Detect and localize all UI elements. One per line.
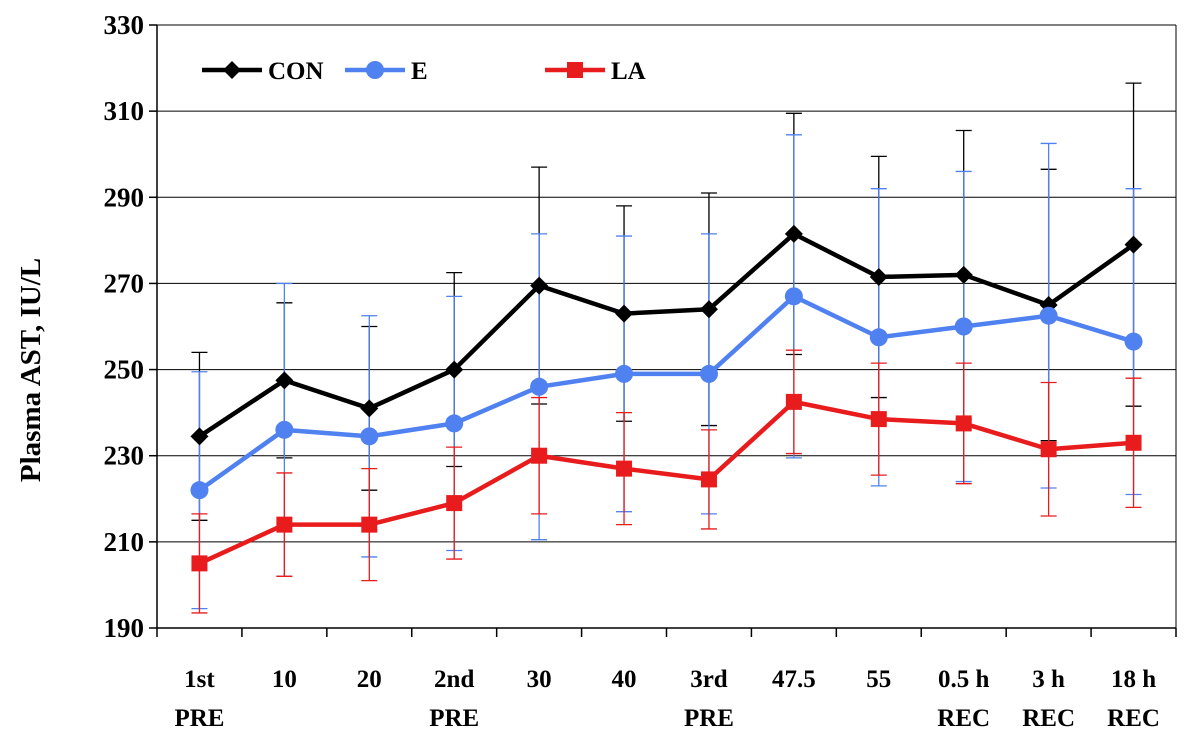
point-CON-0 <box>190 427 209 446</box>
series-line-E <box>198 294 1135 493</box>
x-tick-label-11-1: REC <box>1107 705 1160 732</box>
legend-label-LA: LA <box>611 58 646 85</box>
point-CON-2 <box>360 399 379 418</box>
point-E-11 <box>1124 332 1143 351</box>
x-tick-label-7-0: 47.5 <box>772 666 816 693</box>
x-tick-label-11-0: 18 h <box>1111 666 1156 693</box>
y-tick-label-330: 330 <box>104 10 145 40</box>
point-CON-1 <box>275 371 294 390</box>
legend-marker-LA <box>567 62 583 78</box>
legend-marker-CON <box>223 61 241 79</box>
legend-label-CON: CON <box>268 58 324 85</box>
x-tick-label-0-0: 1st <box>184 666 215 693</box>
point-E-1 <box>275 420 294 439</box>
point-CON-3 <box>445 360 464 379</box>
point-LA-7 <box>785 393 802 410</box>
point-E-3 <box>445 414 464 433</box>
gridlines <box>157 24 1176 543</box>
point-E-7 <box>784 287 803 306</box>
x-tick-labels: 1st PRE 10 20 2nd PRE 30 40 3rd PRE 47.5 55 0.5 h REC… <box>174 666 1159 732</box>
point-LA-2 <box>361 516 378 533</box>
point-CON-4 <box>530 276 549 295</box>
legend-marker-E <box>366 61 384 79</box>
point-LA-8 <box>870 411 887 428</box>
point-CON-8 <box>869 267 888 286</box>
x-tick-label-10-1: REC <box>1022 705 1075 732</box>
y-tick-label-250: 250 <box>104 355 145 385</box>
series-line-LA <box>198 399 1134 566</box>
axes <box>149 24 1177 637</box>
series-lines <box>198 231 1135 566</box>
point-E-6 <box>699 364 718 383</box>
series-markers <box>190 224 1143 572</box>
point-LA-6 <box>700 471 717 488</box>
x-tick-label-5-0: 40 <box>612 666 637 693</box>
y-tick-label-190: 190 <box>104 613 145 643</box>
point-CON-5 <box>615 304 634 323</box>
series-line-CON <box>198 231 1135 439</box>
error-bars <box>191 82 1142 614</box>
y-tick-labels: 190 210 230 250 270 290 310 330 <box>104 10 145 643</box>
point-CON-11 <box>1124 235 1143 254</box>
point-LA-11 <box>1125 434 1142 451</box>
x-tick-label-9-0: 0.5 h <box>938 666 990 693</box>
x-tick-label-6-0: 3rd <box>690 666 728 693</box>
x-tick-label-3-0: 2nd <box>434 666 474 693</box>
x-tick-label-0-1: PRE <box>174 705 224 732</box>
point-E-4 <box>530 377 549 396</box>
y-tick-label-310: 310 <box>104 96 145 126</box>
point-CON-7 <box>784 224 803 243</box>
point-E-0 <box>190 481 209 500</box>
x-tick-label-1-0: 10 <box>272 666 297 693</box>
legend: CON E LA <box>202 58 646 85</box>
y-tick-label-210: 210 <box>104 527 145 557</box>
point-E-2 <box>360 427 379 446</box>
y-tick-label-290: 290 <box>104 182 145 212</box>
x-tick-label-4-0: 30 <box>527 666 552 693</box>
point-LA-9 <box>955 415 972 432</box>
legend-label-E: E <box>411 58 428 85</box>
point-E-9 <box>954 317 973 336</box>
x-tick-label-3-1: PRE <box>429 705 479 732</box>
point-LA-4 <box>531 447 548 464</box>
y-tick-label-270: 270 <box>104 268 145 298</box>
point-CON-9 <box>954 265 973 284</box>
x-tick-label-6-1: PRE <box>684 705 734 732</box>
point-E-8 <box>869 328 888 347</box>
y-tick-label-230: 230 <box>104 441 145 471</box>
x-tick-label-2-0: 20 <box>357 666 382 693</box>
point-E-5 <box>615 364 634 383</box>
point-E-10 <box>1039 306 1058 325</box>
x-tick-label-10-0: 3 h <box>1032 666 1065 693</box>
point-CON-6 <box>699 300 718 319</box>
point-LA-0 <box>191 555 208 572</box>
x-tick-label-9-1: REC <box>937 705 990 732</box>
x-tick-label-8-0: 55 <box>866 666 891 693</box>
point-LA-3 <box>446 495 463 512</box>
y-axis-title: Plasma AST, IU/L <box>15 258 47 482</box>
point-LA-1 <box>276 516 293 533</box>
point-LA-5 <box>616 460 633 477</box>
point-LA-10 <box>1040 441 1057 458</box>
